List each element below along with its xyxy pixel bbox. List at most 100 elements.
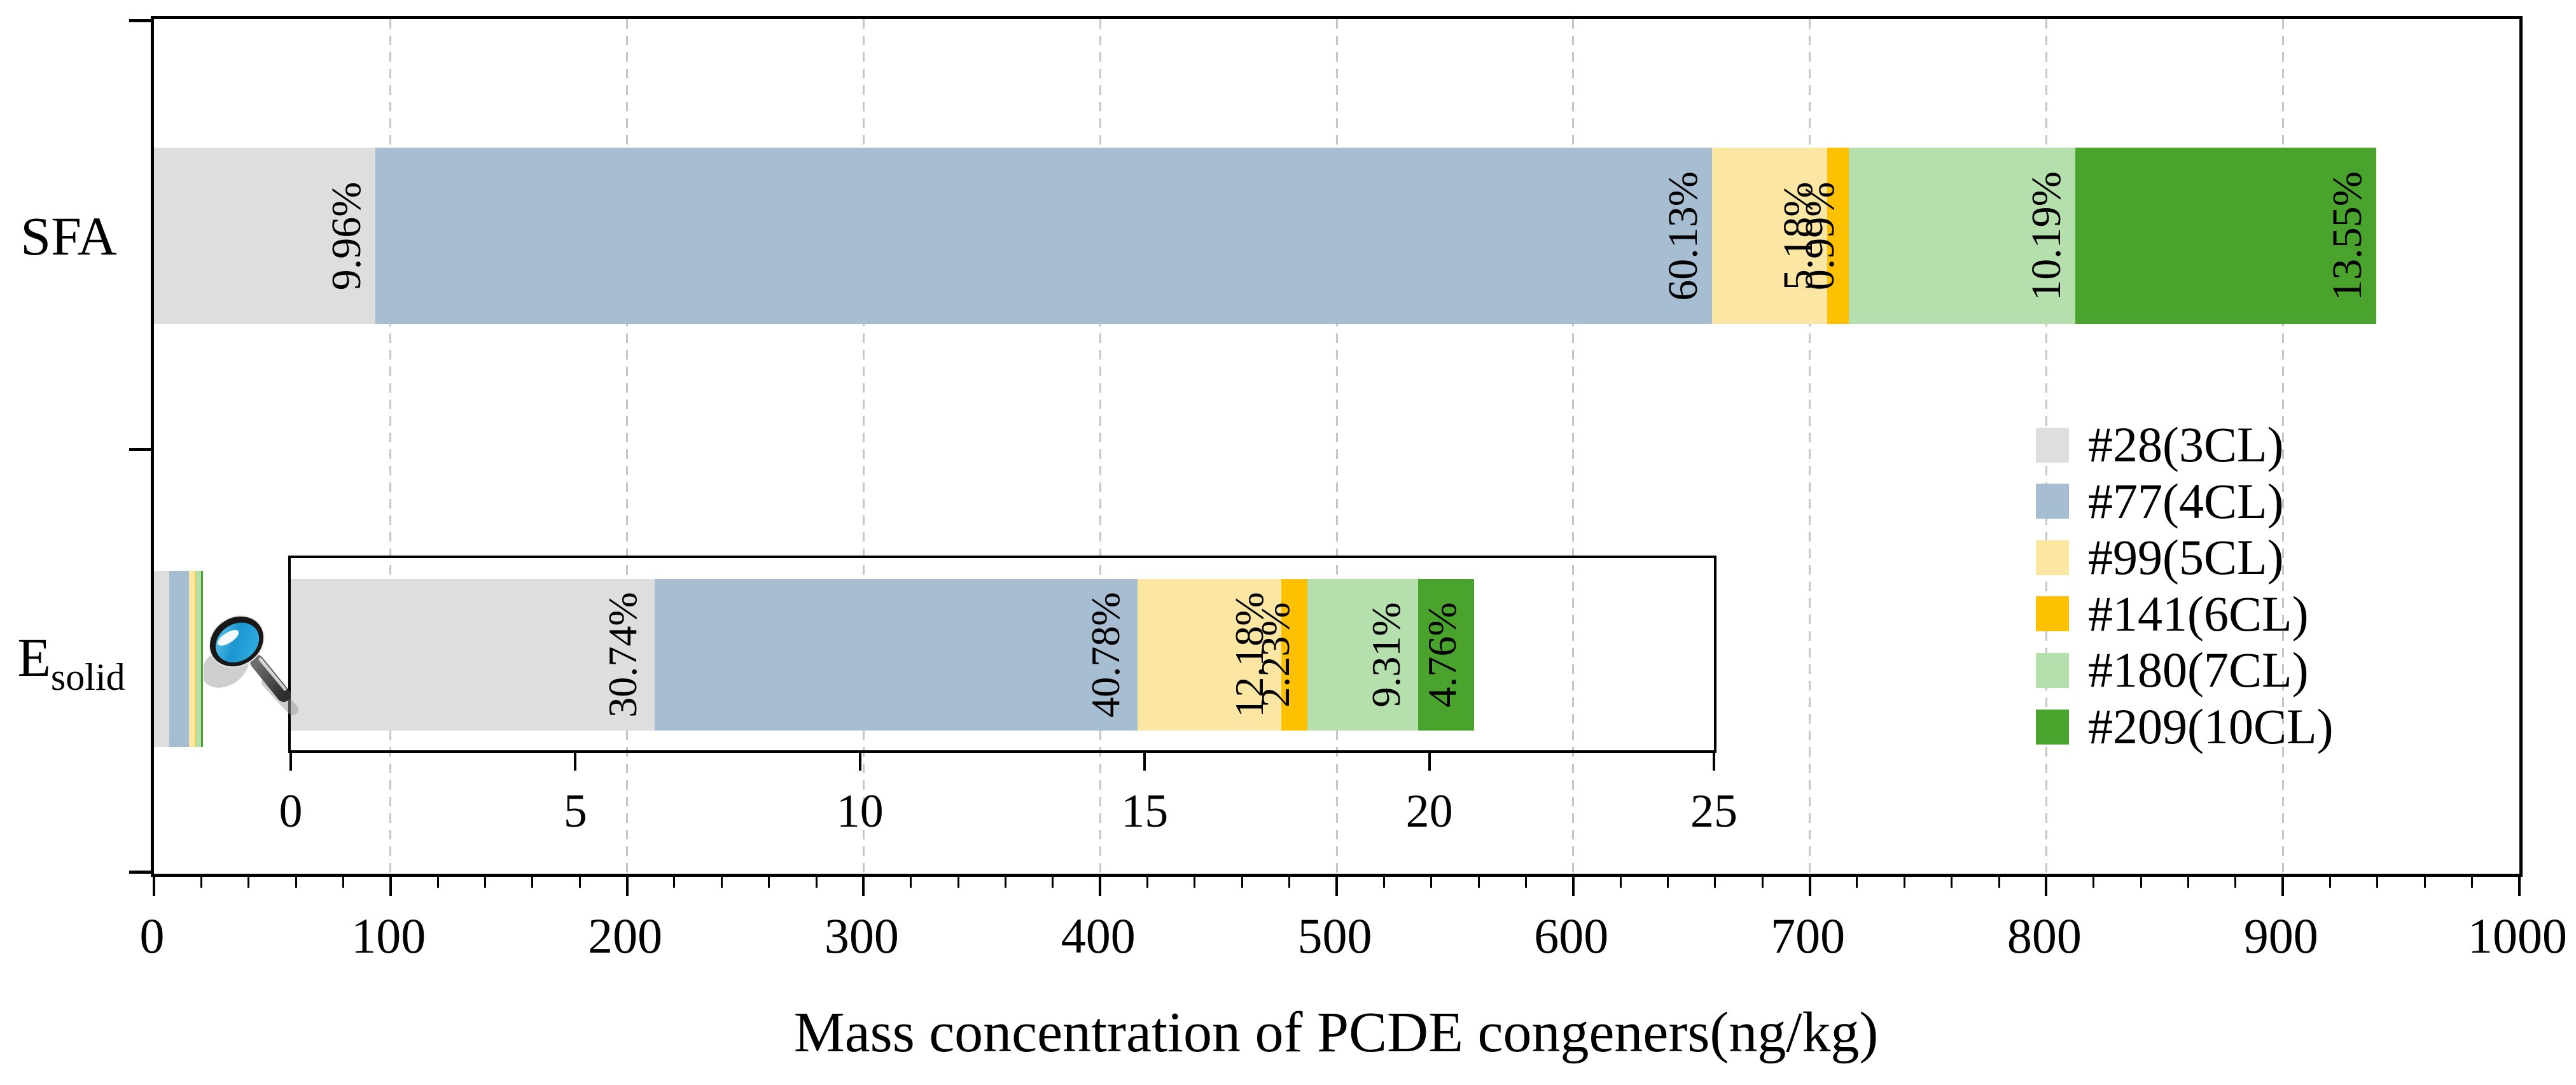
- legend-swatch-#180(7CL): [2036, 652, 2069, 688]
- legend-row-#180(7CL): #180(7CL): [2036, 645, 2309, 695]
- bar-segment-SFA-#99(5CL): [1711, 148, 1827, 324]
- x-tick-label-500: 500: [1297, 908, 1372, 963]
- x-minor-tick-80: [342, 877, 344, 888]
- x-minor-tick-320: [910, 877, 912, 888]
- magnifier-icon: [204, 615, 298, 715]
- inset-x-tick-label-5: 5: [563, 785, 587, 837]
- bar-segment-SFA-#209(10CL): [2075, 148, 2377, 324]
- legend-row-#209(10CL): #209(10CL): [2036, 702, 2334, 752]
- inset-x-tick-5: [574, 753, 577, 771]
- inset-bar-segment-#180(7CL): [1307, 579, 1418, 731]
- x-minor-tick-160: [531, 877, 534, 888]
- inset-x-tick-0: [289, 753, 292, 771]
- bar-segment-Esolid-#141(6CL): [195, 571, 197, 747]
- inset-x-tick-10: [858, 753, 861, 771]
- x-minor-tick-920: [2329, 877, 2332, 888]
- legend-label-#141(6CL): #141(6CL): [2088, 585, 2309, 641]
- bar-segment-Esolid-#180(7CL): [196, 571, 201, 747]
- x-tick-label-300: 300: [824, 908, 899, 963]
- x-tick-label-700: 700: [1771, 908, 1846, 963]
- bar-segment-Esolid-#77(4CL): [169, 571, 190, 747]
- x-major-tick-1000: [2518, 877, 2521, 896]
- legend-row-#99(5CL): #99(5CL): [2036, 533, 2284, 582]
- legend-swatch-#28(3CL): [2036, 427, 2069, 463]
- x-major-tick-800: [2045, 877, 2048, 896]
- bar-segment-SFA-#180(7CL): [1849, 148, 2076, 324]
- x-minor-tick-280: [815, 877, 818, 888]
- legend-swatch-#141(6CL): [2036, 596, 2069, 632]
- x-tick-label-600: 600: [1534, 908, 1609, 963]
- segment-label-#28(3CL): 9.96%: [323, 181, 370, 290]
- x-minor-tick-360: [1004, 877, 1006, 888]
- inset-segment-label-#209(10CL): 4.76%: [1419, 602, 1465, 708]
- x-minor-tick-680: [1761, 877, 1764, 888]
- x-major-tick-400: [1099, 877, 1102, 896]
- x-minor-tick-380: [1052, 877, 1054, 888]
- grid-line-300: [862, 19, 865, 874]
- inset-segment-label-#77(4CL): 40.78%: [1082, 592, 1128, 718]
- grid-line-700: [1809, 19, 1811, 874]
- x-minor-tick-580: [1524, 877, 1527, 888]
- x-tick-label-100: 100: [351, 908, 426, 963]
- grid-line-500: [1335, 19, 1338, 874]
- grid-line-100: [389, 19, 392, 874]
- grid-line-200: [626, 19, 629, 874]
- x-minor-tick-840: [2140, 877, 2142, 888]
- legend-row-#141(6CL): #141(6CL): [2036, 589, 2309, 639]
- inset-x-tick-25: [1713, 753, 1715, 771]
- x-tick-label-800: 800: [2007, 908, 2082, 963]
- segment-label-#209(10CL): 13.55%: [2324, 171, 2371, 301]
- inset-x-tick-15: [1143, 753, 1146, 771]
- x-major-tick-200: [625, 877, 629, 896]
- inset-x-tick-label-0: 0: [279, 785, 303, 837]
- x-minor-tick-740: [1903, 877, 1905, 888]
- bar-segment-Esolid-#209(10CL): [200, 571, 204, 747]
- x-tick-label-400: 400: [1061, 908, 1136, 963]
- segment-label-#141(6CL): 0.99%: [1797, 181, 1844, 290]
- y-tick-0: [129, 19, 151, 22]
- x-minor-tick-880: [2234, 877, 2237, 888]
- x-minor-tick-780: [1998, 877, 2000, 888]
- inset-segment-label-#141(6CL): 2.23%: [1253, 602, 1298, 708]
- legend-swatch-#209(10CL): [2036, 709, 2069, 745]
- x-minor-tick-480: [1288, 877, 1291, 888]
- category-label-subscript: solid: [50, 656, 125, 698]
- inset-segment-label-#180(7CL): 9.31%: [1363, 602, 1409, 708]
- x-tick-label-200: 200: [588, 908, 663, 963]
- x-minor-tick-60: [295, 877, 297, 888]
- legend-label-#209(10CL): #209(10CL): [2088, 699, 2334, 754]
- legend-label-#77(4CL): #77(4CL): [2088, 473, 2284, 529]
- x-tick-label-900: 900: [2243, 908, 2318, 963]
- legend-swatch-#99(5CL): [2036, 540, 2069, 575]
- x-minor-tick-520: [1382, 877, 1385, 888]
- x-minor-tick-140: [484, 877, 487, 888]
- x-minor-tick-760: [1951, 877, 1953, 888]
- x-minor-tick-340: [957, 877, 959, 888]
- inset-bar-segment-#209(10CL): [1417, 579, 1475, 731]
- segment-label-#180(7CL): 10.19%: [2023, 171, 2070, 301]
- x-major-tick-100: [389, 877, 392, 896]
- bar-segment-SFA-#77(4CL): [375, 148, 1712, 324]
- inset-x-tick-label-10: 10: [836, 785, 884, 837]
- legend-label-#180(7CL): #180(7CL): [2088, 642, 2309, 698]
- grid-line-900: [2281, 19, 2284, 874]
- x-tick-label-1000: 1000: [2468, 908, 2567, 963]
- bar-segment-Esolid-#28(3CL): [154, 571, 169, 747]
- category-label-esolid: Esolid: [17, 627, 125, 698]
- inset-x-tick-label-15: 15: [1121, 785, 1169, 837]
- x-minor-tick-620: [1619, 877, 1622, 888]
- x-major-tick-700: [1808, 877, 1811, 896]
- grid-line-600: [1572, 19, 1575, 874]
- legend-swatch-#77(4CL): [2036, 484, 2069, 519]
- bar-segment-Esolid-#99(5CL): [189, 571, 195, 747]
- x-minor-tick-720: [1856, 877, 1858, 888]
- x-minor-tick-460: [1241, 877, 1243, 888]
- x-major-tick-600: [1571, 877, 1575, 896]
- x-minor-tick-820: [2092, 877, 2095, 888]
- x-minor-tick-640: [1667, 877, 1669, 888]
- grid-line-400: [1099, 19, 1101, 874]
- inset-bar-segment-#28(3CL): [291, 579, 655, 731]
- x-minor-tick-20: [200, 877, 202, 888]
- x-major-tick-0: [153, 877, 155, 896]
- legend-label-#99(5CL): #99(5CL): [2088, 529, 2284, 585]
